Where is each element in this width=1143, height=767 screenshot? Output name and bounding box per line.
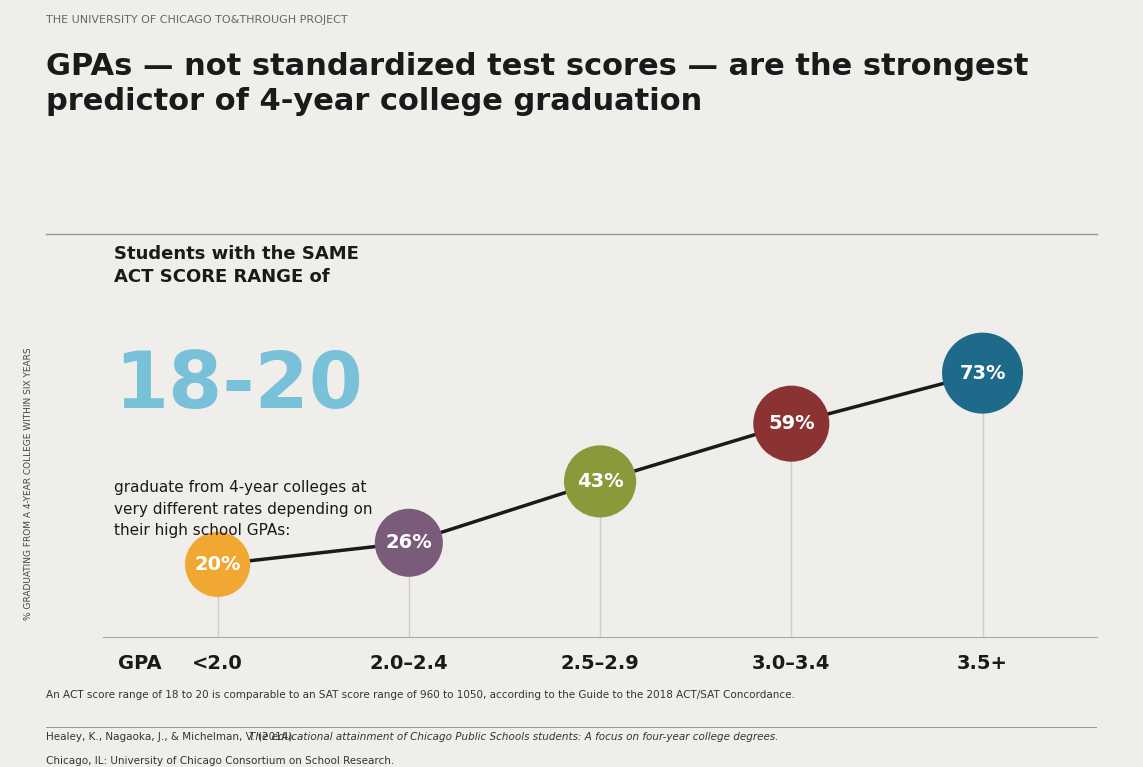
Text: 43%: 43% (577, 472, 623, 491)
Text: Chicago, IL: University of Chicago Consortium on School Research.: Chicago, IL: University of Chicago Conso… (46, 756, 394, 766)
Text: <2.0: <2.0 (192, 654, 243, 673)
Point (208, 558, 226, 571)
Text: 20%: 20% (194, 555, 241, 574)
Text: % GRADUATING FROM A 4-YEAR COLLEGE WITHIN SIX YEARS: % GRADUATING FROM A 4-YEAR COLLEGE WITHI… (24, 347, 33, 620)
Text: 18-20: 18-20 (114, 347, 363, 423)
Text: 3.5+: 3.5+ (957, 654, 1008, 673)
Text: The educational attainment of Chicago Public Schools students: A focus on four-y: The educational attainment of Chicago Pu… (249, 732, 778, 742)
Text: 2.0–2.4: 2.0–2.4 (369, 654, 448, 673)
Text: Students with the SAME
ACT SCORE RANGE of: Students with the SAME ACT SCORE RANGE o… (114, 245, 359, 286)
Text: 59%: 59% (768, 414, 815, 433)
Point (974, 367, 992, 379)
Point (591, 476, 609, 488)
Text: GPAs — not standardized test scores — are the strongest
predictor of 4-year coll: GPAs — not standardized test scores — ar… (46, 52, 1029, 116)
Text: GPA: GPA (118, 654, 162, 673)
Text: Healey, K., Nagaoka, J., & Michelman, V. (2014).: Healey, K., Nagaoka, J., & Michelman, V.… (46, 732, 298, 742)
Text: 26%: 26% (385, 533, 432, 552)
Text: An ACT score range of 18 to 20 is comparable to an SAT score range of 960 to 105: An ACT score range of 18 to 20 is compar… (46, 690, 794, 700)
Text: 3.0–3.4: 3.0–3.4 (752, 654, 831, 673)
Text: graduate from 4-year colleges at
very different rates depending on
their high sc: graduate from 4-year colleges at very di… (114, 480, 373, 538)
Text: THE UNIVERSITY OF CHICAGO TO&THROUGH PROJECT: THE UNIVERSITY OF CHICAGO TO&THROUGH PRO… (46, 15, 347, 25)
Text: 2.5–2.9: 2.5–2.9 (561, 654, 639, 673)
Text: 73%: 73% (959, 364, 1006, 383)
Point (400, 537, 418, 549)
Point (782, 417, 800, 430)
